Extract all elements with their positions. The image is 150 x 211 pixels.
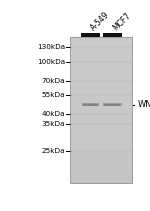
Text: 70kDa: 70kDa — [42, 78, 65, 84]
Bar — [70, 37, 132, 183]
Text: 25kDa: 25kDa — [42, 148, 65, 154]
Bar — [81, 33, 100, 37]
Text: WNT4: WNT4 — [137, 100, 150, 109]
Text: MCF7: MCF7 — [111, 11, 132, 32]
Text: 130kDa: 130kDa — [37, 44, 65, 50]
Text: 100kDa: 100kDa — [37, 58, 65, 65]
Text: A-549: A-549 — [89, 10, 111, 32]
Bar — [104, 104, 120, 106]
Bar — [70, 37, 132, 183]
Text: 35kDa: 35kDa — [42, 121, 65, 127]
Bar — [103, 103, 122, 106]
Text: 55kDa: 55kDa — [42, 92, 65, 98]
Bar — [103, 33, 122, 37]
Bar — [83, 104, 98, 106]
Text: 40kDa: 40kDa — [42, 111, 65, 117]
Bar — [82, 103, 99, 106]
